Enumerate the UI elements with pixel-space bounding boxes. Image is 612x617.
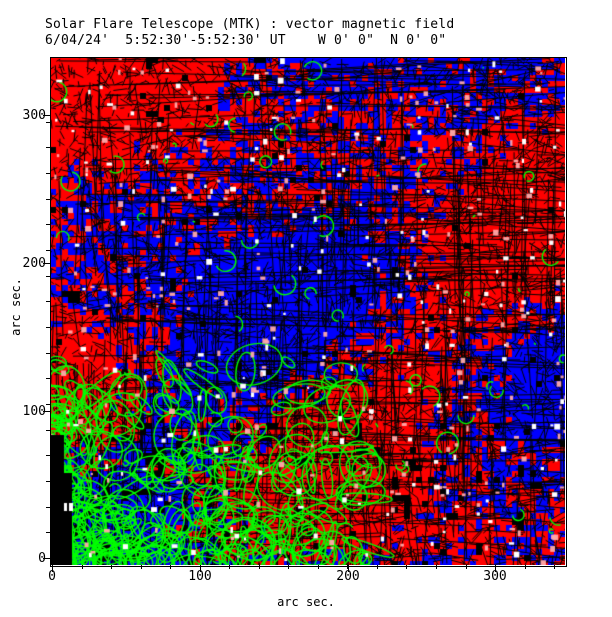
y-minor-tick: [46, 455, 50, 456]
y-minor-tick: [46, 199, 50, 200]
y-minor-tick: [46, 507, 50, 508]
x-minor-tick: [495, 565, 496, 569]
y-minor-tick: [46, 558, 50, 559]
y-minor-tick: [46, 481, 50, 482]
x-minor-tick: [170, 565, 171, 569]
x-minor-tick: [200, 565, 201, 569]
ytick-label-200: 200: [22, 256, 46, 271]
x-minor-tick: [406, 565, 407, 569]
y-minor-tick: [46, 532, 50, 533]
x-minor-tick: [554, 565, 555, 569]
ytick-label-100: 100: [22, 404, 46, 419]
x-minor-tick: [141, 565, 142, 569]
y-major-tick-2: [43, 263, 50, 264]
x-minor-tick: [111, 565, 112, 569]
y-minor-tick: [46, 250, 50, 251]
x-minor-tick: [466, 565, 467, 569]
y-major-tick-3: [43, 115, 50, 116]
y-minor-tick: [46, 378, 50, 379]
x-minor-tick: [318, 565, 319, 569]
x-axis-label: arc sec.: [277, 595, 335, 609]
y-axis: 0 100 200 300 arc sec.: [0, 0, 46, 617]
x-major-tick-2: [348, 565, 349, 572]
x-minor-tick: [436, 565, 437, 569]
y-minor-tick: [46, 353, 50, 354]
plot-header: Solar Flare Telescope (MTK) : vector mag…: [45, 17, 454, 49]
y-minor-tick: [46, 327, 50, 328]
xtick-label-200: 200: [336, 569, 360, 584]
x-minor-tick: [259, 565, 260, 569]
vector-magnetic-field-image[interactable]: [50, 57, 565, 565]
y-minor-tick: [46, 173, 50, 174]
xtick-label-300: 300: [483, 569, 507, 584]
xtick-label-0: 0: [48, 569, 56, 584]
xtick-label-100: 100: [188, 569, 212, 584]
y-minor-tick: [46, 404, 50, 405]
x-minor-tick: [377, 565, 378, 569]
x-minor-tick: [525, 565, 526, 569]
y-minor-tick: [46, 276, 50, 277]
x-minor-tick: [347, 565, 348, 569]
y-axis-label: arc sec.: [9, 278, 23, 336]
y-minor-tick: [46, 430, 50, 431]
plot-subtitle: 6/04/24' 5:52:30'-5:52:30' UT W 0' 0" N …: [45, 33, 447, 48]
y-minor-tick: [46, 301, 50, 302]
y-minor-tick: [46, 224, 50, 225]
magnetogram-plot-area[interactable]: [50, 57, 565, 565]
plot-title: Solar Flare Telescope (MTK) : vector mag…: [45, 17, 455, 32]
y-minor-tick: [46, 147, 50, 148]
y-major-tick-1: [43, 411, 50, 412]
ytick-label-300: 300: [22, 108, 46, 123]
x-minor-tick: [288, 565, 289, 569]
x-minor-tick: [229, 565, 230, 569]
y-minor-tick: [46, 122, 50, 123]
x-minor-tick: [52, 565, 53, 569]
x-minor-tick: [82, 565, 83, 569]
ytick-label-0: 0: [6, 552, 46, 565]
